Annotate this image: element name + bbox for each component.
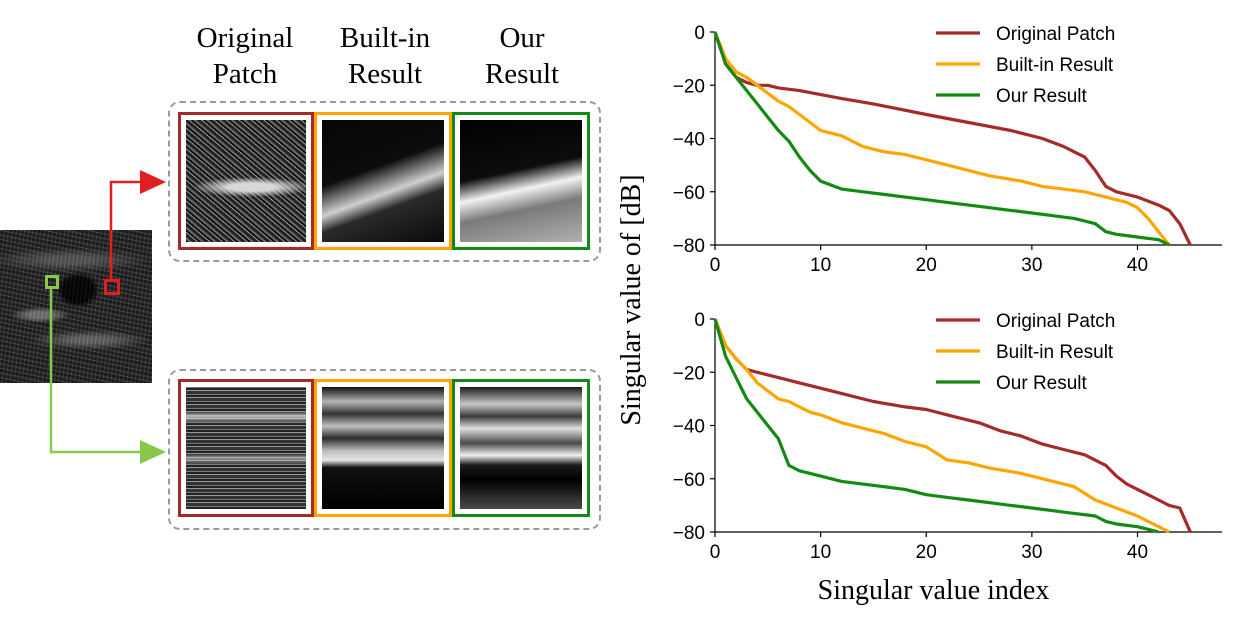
patch-top-ours: [452, 112, 590, 250]
patch-bottom-original: [178, 379, 314, 517]
patch-bottom-ours-image: [460, 387, 582, 509]
x-tick-label: 20: [916, 542, 937, 563]
y-tick-label: −40: [673, 417, 705, 438]
y-axis-label: Singular value of [dB]: [616, 174, 647, 425]
patch-bottom-ours: [452, 379, 590, 517]
x-axis-label: Singular value index: [818, 575, 1050, 606]
y-tick-label: −60: [673, 183, 705, 204]
series-line-our-result: [713, 31, 1170, 247]
patch-group-top: [168, 101, 601, 262]
legend-label-our-result: Our Result: [996, 373, 1088, 394]
y-tick-label: −20: [673, 363, 705, 384]
col-header-original-line1: Original: [196, 22, 294, 54]
patch-top-original-image: [186, 120, 306, 242]
patch-bottom-original-image: [186, 387, 306, 509]
y-tick-label: 0: [694, 23, 705, 44]
x-tick-label: 30: [1021, 255, 1042, 276]
y-tick-label: −20: [673, 76, 705, 97]
y-tick-label: −40: [673, 130, 705, 151]
series-line-our-result: [713, 318, 1159, 534]
x-tick-label: 20: [916, 255, 937, 276]
patch-top-ours-image: [460, 120, 582, 242]
col-header-ours-line1: Our: [499, 22, 545, 54]
col-header-builtin-line1: Built-in: [339, 22, 431, 54]
patch-top-original: [178, 112, 314, 250]
patch-bottom-builtin-image: [322, 387, 444, 509]
patch-group-bottom: [168, 369, 601, 530]
legend-label-original-patch: Original Patch: [996, 24, 1115, 45]
x-tick-label: 0: [710, 542, 721, 563]
x-tick-label: 40: [1127, 542, 1148, 563]
series-line-original-patch: [713, 318, 1192, 533]
col-header-ours: Our Result: [452, 20, 592, 92]
y-tick-label: −60: [673, 470, 705, 491]
x-tick-label: 30: [1021, 542, 1042, 563]
patch-top-builtin-image: [322, 120, 444, 242]
patch-marker-green: [45, 275, 59, 289]
y-tick-label: 0: [694, 310, 705, 331]
legend-label-original-patch: Original Patch: [996, 311, 1115, 332]
legend-label-built-in-result: Built-in Result: [996, 342, 1114, 363]
legend-label-built-in-result: Built-in Result: [996, 55, 1114, 76]
patch-top-builtin: [314, 112, 452, 250]
x-tick-label: 0: [710, 255, 721, 276]
col-header-builtin: Built-in Result: [315, 20, 455, 92]
col-header-original: Original Patch: [175, 20, 315, 92]
col-header-ours-line2: Result: [484, 58, 560, 90]
series-line-built-in-result: [713, 31, 1171, 246]
y-tick-label: −80: [673, 523, 705, 544]
x-tick-label: 10: [810, 542, 831, 563]
x-tick-label: 10: [810, 255, 831, 276]
col-header-builtin-line2: Result: [347, 58, 423, 90]
col-header-original-line2: Patch: [212, 58, 278, 90]
patch-bottom-builtin: [314, 379, 452, 517]
legend-label-our-result: Our Result: [996, 86, 1088, 107]
x-tick-label: 40: [1127, 255, 1148, 276]
y-tick-label: −80: [673, 236, 705, 257]
series-line-built-in-result: [713, 318, 1170, 534]
